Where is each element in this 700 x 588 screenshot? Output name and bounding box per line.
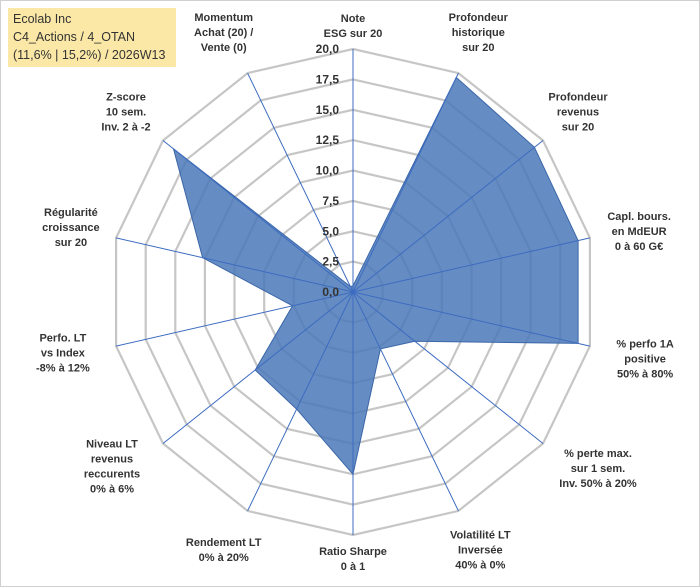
- axis-label: Momentum Achat (20) / Vente (0): [194, 12, 253, 54]
- axis-spoke: [162, 291, 354, 444]
- axis-label-line: Inv. 50% à 20%: [559, 478, 637, 490]
- axis-label-line: sur 20: [562, 122, 594, 134]
- axis-spoke: [352, 140, 544, 293]
- axis-label-line: historique: [452, 27, 505, 39]
- axis-label-line: 0 à 1: [341, 561, 365, 573]
- axis-label: Niveau LT revenus reccurents 0% à 6%: [84, 439, 140, 496]
- axis-label-line: ESG sur 20: [324, 28, 383, 40]
- axis-label: Perfo. LT vs Index -8% à 12%: [36, 333, 90, 375]
- axis-label: Note ESG sur 20: [324, 13, 383, 40]
- axis-label-line: en MdEUR: [612, 226, 667, 238]
- tick-label: 7,5: [322, 194, 339, 208]
- title-stats: (11,6% | 15,2%) / 2026W13: [13, 48, 166, 62]
- tick-label: 10,0: [316, 164, 340, 178]
- axis-label-line: 10 sem.: [106, 107, 146, 119]
- tick-label: 20,0: [316, 42, 340, 56]
- axis-label-line: revenus: [91, 454, 133, 466]
- axis-label-line: vs Index: [41, 348, 86, 360]
- axis-label-line: Inv. 2 à -2: [101, 122, 150, 134]
- axis-label: Profondeur revenus sur 20: [548, 92, 608, 134]
- axis-label-line: positive: [624, 354, 666, 366]
- tick-label: 5,0: [322, 224, 339, 238]
- axis-label-line: sur 1 sem.: [571, 463, 625, 475]
- axis-label: Profondeur historique sur 20: [449, 12, 509, 54]
- axis-label-line: Capl. bours.: [607, 211, 671, 223]
- axis-spoke: [352, 291, 459, 512]
- axis-label-line: Profondeur: [548, 92, 608, 104]
- axis-spoke: [247, 291, 354, 512]
- axis-label-line: Profondeur: [449, 12, 509, 24]
- title-company: Ecolab Inc: [13, 12, 72, 26]
- tick-label: 12,5: [316, 133, 340, 147]
- axis-label-line: sur 20: [462, 42, 494, 54]
- axis-spoke: [247, 72, 354, 293]
- axis-label-line: Momentum: [194, 12, 253, 24]
- axis-label-line: Volatilité LT: [450, 530, 511, 542]
- axis-spoke: [352, 72, 459, 293]
- tick-label: 15,0: [316, 103, 340, 117]
- axis-label: Ratio Sharpe 0 à 1: [319, 546, 387, 573]
- tick-label: 0,0: [322, 285, 339, 299]
- tick-label: 17,5: [316, 72, 340, 86]
- axis-label-line: Niveau LT: [86, 439, 138, 451]
- axis-label-line: 0% à 20%: [199, 552, 249, 564]
- tick-label: 2,5: [322, 255, 339, 269]
- axis-spoke: [352, 291, 544, 444]
- axis-label-line: Vente (0): [201, 42, 247, 54]
- axis-label: Volatilité LT Inversée 40% à 0%: [450, 530, 511, 572]
- axis-label-line: -8% à 12%: [36, 363, 90, 375]
- axis-label-line: Note: [341, 13, 365, 25]
- axis-label-line: 0% à 6%: [90, 484, 134, 496]
- axis-label-line: reccurents: [84, 469, 140, 481]
- axis-label-line: Z-score: [106, 92, 146, 104]
- axis-spoke: [352, 291, 591, 347]
- axis-label-line: 50% à 80%: [617, 369, 673, 381]
- axis-spoke: [352, 237, 591, 293]
- axis-label-line: Perfo. LT: [39, 333, 86, 345]
- axis-spoke: [115, 237, 354, 293]
- title-category: C4_Actions / 4_OTAN: [13, 30, 136, 44]
- axis-label-line: Achat (20) /: [194, 27, 253, 39]
- axis-label-line: % perte max.: [564, 448, 632, 460]
- axis-label-line: 0 à 60 G€: [615, 241, 663, 253]
- axis-label-line: Régularité: [44, 207, 98, 219]
- axis-label: % perte max. sur 1 sem. Inv. 50% à 20%: [559, 448, 637, 490]
- axis-label-line: revenus: [557, 107, 599, 119]
- axis-label-line: Rendement LT: [186, 537, 262, 549]
- axis-label-line: sur 20: [55, 237, 87, 249]
- axis-label: % perfo 1A positive 50% à 80%: [616, 339, 674, 381]
- axis-label-line: croissance: [42, 222, 99, 234]
- axis-label-line: Inversée: [458, 545, 503, 557]
- axis-spoke: [162, 140, 354, 293]
- chart-title-box: Ecolab Inc C4_Actions / 4_OTAN (11,6% | …: [8, 8, 176, 67]
- axis-spoke: [115, 291, 354, 347]
- axis-label: Régularité croissance sur 20: [42, 207, 99, 249]
- axis-label: Z-score 10 sem. Inv. 2 à -2: [101, 92, 150, 134]
- axis-label: Capl. bours. en MdEUR 0 à 60 G€: [607, 211, 671, 253]
- axis-label: Rendement LT 0% à 20%: [186, 537, 262, 564]
- axis-label-line: Ratio Sharpe: [319, 546, 387, 558]
- axis-label-line: % perfo 1A: [616, 339, 674, 351]
- axis-label-line: 40% à 0%: [455, 560, 505, 572]
